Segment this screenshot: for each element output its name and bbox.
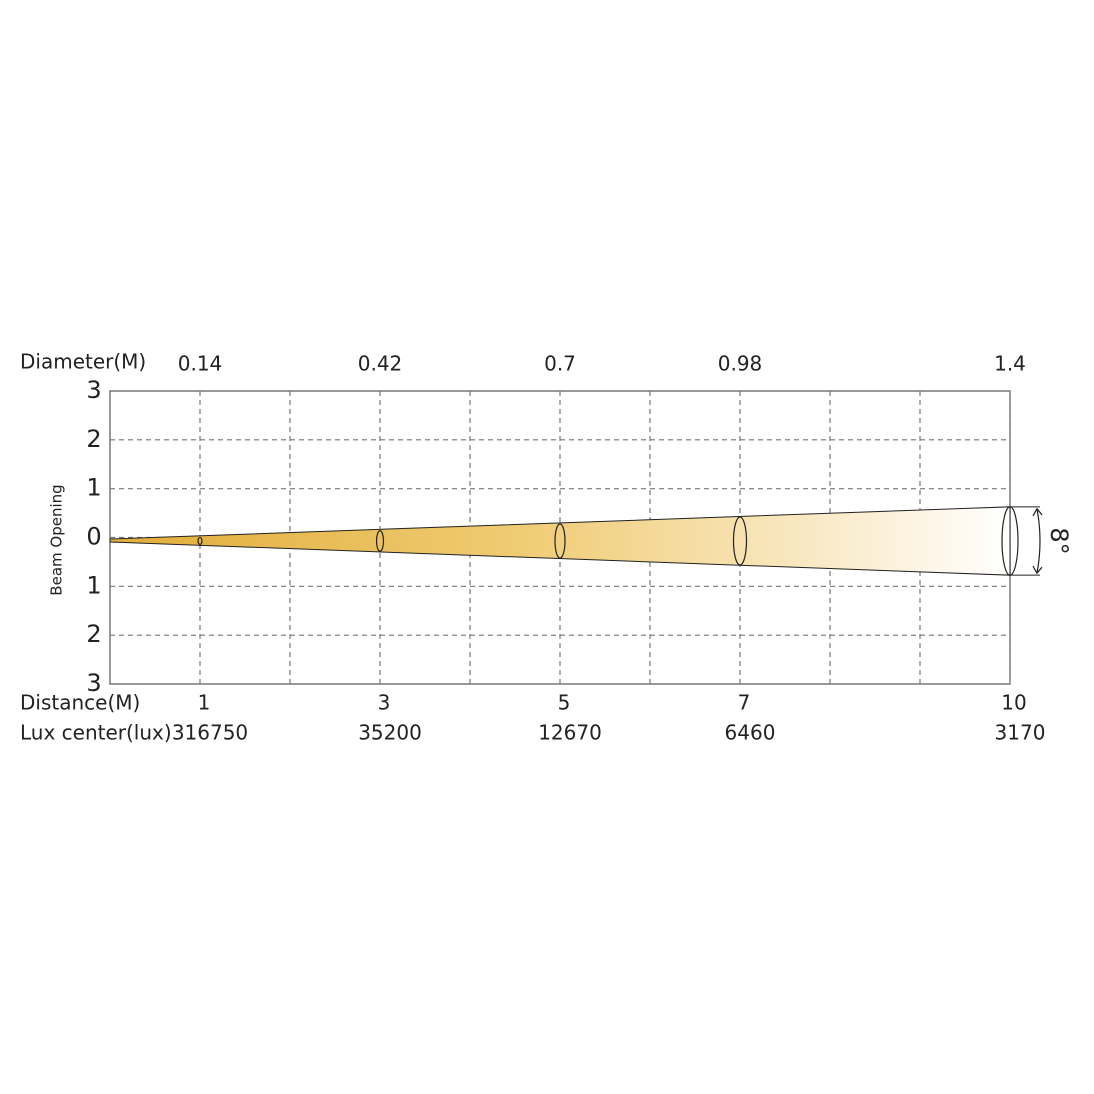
diameter-value: 0.98 — [718, 352, 763, 376]
lux-value: 6460 — [725, 721, 776, 745]
distance-label: Distance(M) — [20, 691, 140, 715]
distance-value: 10 — [1001, 691, 1026, 715]
y-tick-label: 2 — [86, 620, 101, 648]
beam-angle: 8° — [1045, 527, 1073, 554]
y-tick-label: 2 — [86, 425, 101, 453]
distance-value: 1 — [198, 691, 211, 715]
y-tick-label: 1 — [86, 474, 101, 502]
beam-section — [554, 523, 566, 559]
diameter-value: 0.14 — [178, 352, 223, 376]
lux-value: 3170 — [995, 721, 1046, 745]
lux-label: Lux center(lux) — [20, 721, 172, 745]
y-tick-label: 0 — [86, 523, 101, 551]
distance-value: 3 — [378, 691, 391, 715]
y-tick-label: 3 — [86, 376, 101, 404]
distance-value: 5 — [558, 691, 571, 715]
arrow-head — [1032, 565, 1043, 575]
lux-value: 12670 — [538, 721, 602, 745]
beam-section — [375, 530, 385, 552]
lux-value: 316750 — [172, 721, 248, 745]
y-tick-label: 3 — [86, 669, 101, 697]
diameter-label: Diameter(M) — [20, 350, 146, 374]
diameter-value: 1.4 — [994, 352, 1026, 376]
y-tick-label: 1 — [86, 571, 101, 599]
y-axis-label: Beam Opening — [48, 484, 66, 595]
lux-value: 35200 — [358, 721, 422, 745]
diameter-value: 0.42 — [358, 352, 403, 376]
angle-arrow — [1036, 508, 1041, 574]
diameter-value: 0.7 — [544, 352, 576, 376]
distance-value: 7 — [738, 691, 751, 715]
beam-section — [732, 516, 748, 566]
arrow-head — [1032, 507, 1043, 517]
beam-section — [197, 536, 203, 546]
